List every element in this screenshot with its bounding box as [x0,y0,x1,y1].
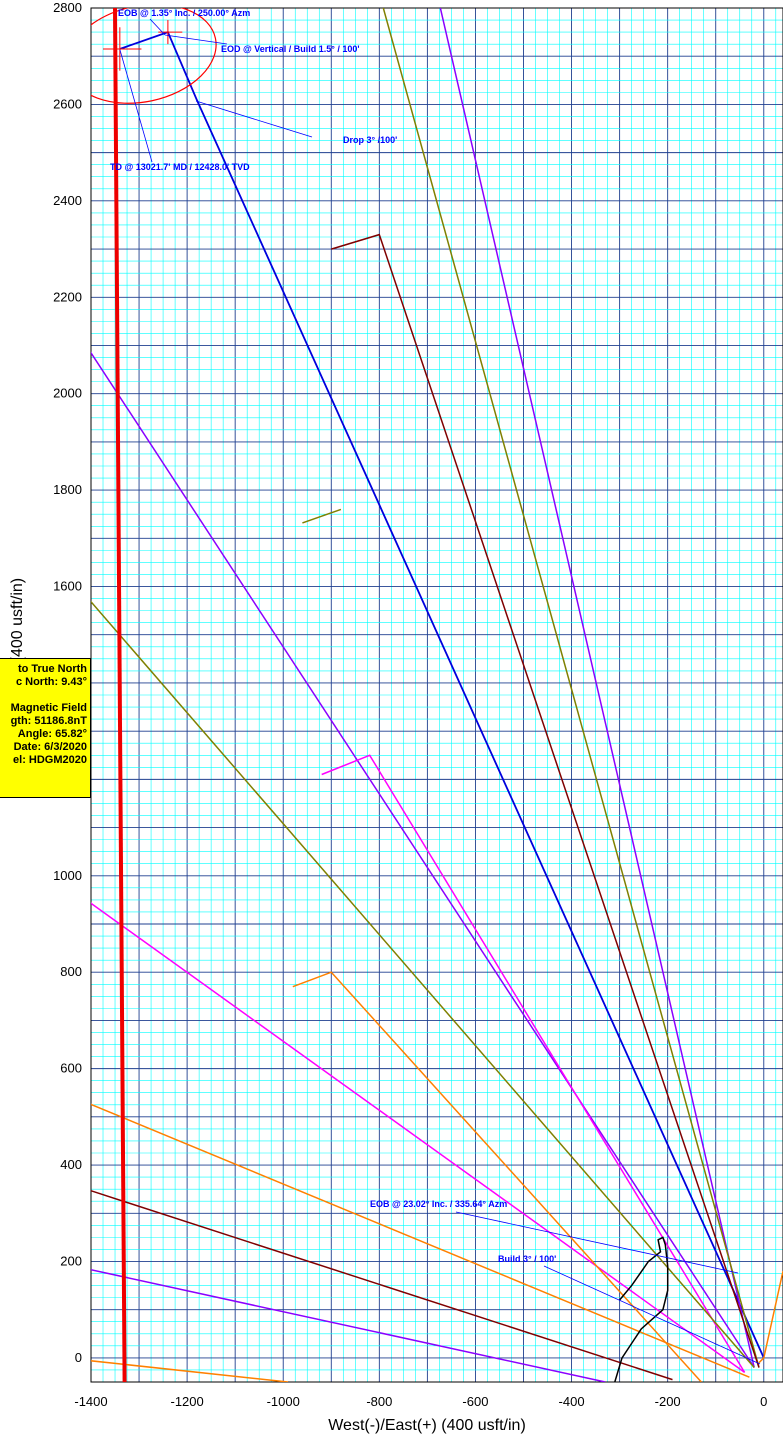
y-tick-labels: 0 200 400 600 800 1000 1600 1800 2000 2200 2400 260… [53,0,82,1365]
y-tick-label: 400 [60,1157,82,1172]
y-tick-label: 600 [60,1061,82,1076]
annotation-leader-0 [149,18,166,36]
series-line-15 [614,1236,669,1382]
y-tick-label: 1000 [53,868,82,883]
series-line-7 [382,8,760,1368]
y-tick-label: 0 [75,1350,82,1365]
magnetic-info-box: to True North c North: 9.43° Magnetic Fi… [0,658,91,798]
y-tick-label: 1800 [53,482,82,497]
target-ellipse [91,8,217,104]
x-tick-label: -1400 [74,1394,107,1409]
x-tick-label: -1000 [267,1394,300,1409]
series-line-16 [113,8,127,1382]
info-line-model: el: HDGM2020 [13,754,87,766]
y-axis-title: ) (400 usft/in) [9,578,26,672]
series-line-0 [119,30,765,1359]
info-line-field-title: Magnetic Field [10,702,87,714]
annotation-leader-2 [195,100,313,138]
x-tick-label: -600 [462,1394,488,1409]
series-layer [91,8,783,1382]
series-line-10 [91,1189,673,1381]
info-line-north-ref: to True North [17,663,87,675]
x-axis-title: West(-)/East(+) (400 usft/in) [328,1417,526,1434]
annotation-label-5: Build 3° / 100' [498,1254,556,1264]
info-line-date: Date: 6/3/2020 [13,741,87,753]
plot-frame [90,7,783,1383]
series-line-14 [758,1270,783,1364]
y-tick-label: 2400 [53,193,82,208]
series-line-8 [302,508,342,524]
annotation-leader-5 [543,1265,761,1365]
y-tick-label: 2800 [53,0,82,15]
x-tick-label: -1200 [170,1394,203,1409]
info-spacer [0,689,87,702]
y-tick-label: 2000 [53,386,82,401]
x-tick-labels: -1400 -1200 -1000 -800 -600 -400 -200 0 [74,1394,767,1409]
series-line-5 [91,902,746,1374]
annotation-label-0: EOB @ 1.35° Inc. / 250.00° Azm [118,8,250,18]
series-line-12 [292,971,702,1382]
annotation-leader-1 [164,34,228,45]
grid [90,7,783,1383]
y-tick-label: 800 [60,964,82,979]
series-line-6 [91,600,755,1368]
annotation-label-3: TD @ 13021.7' MD / 12428.0' TVD [110,162,250,172]
series-line-1 [91,351,755,1368]
annotation-label-4: EOB @ 23.02° Inc. / 335.64° Azm [370,1199,507,1209]
info-line-declination: c North: 9.43° [15,676,87,688]
x-tick-label: -800 [366,1394,392,1409]
annotation-layer: EOB @ 1.35° Inc. / 250.00° Azm EOD @ Vert… [110,8,761,1365]
y-tick-label: 200 [60,1253,82,1268]
annotation-leader-4 [455,1211,739,1274]
y-tick-label: 2200 [53,289,82,304]
series-line-3 [91,1268,606,1382]
info-line-dip-angle: Angle: 65.82° [17,728,87,740]
series-line-13 [91,1360,289,1382]
y-tick-label: 1600 [53,579,82,594]
annotation-label-1: EOD @ Vertical / Build 1.5° / 100' [221,44,360,54]
x-tick-label: -400 [559,1394,585,1409]
info-line-strength: gth: 51186.8nT [10,715,87,727]
y-tick-label: 2600 [53,96,82,111]
x-tick-label: -200 [655,1394,681,1409]
x-tick-label: 0 [760,1394,767,1409]
annotation-label-2: Drop 3° /100' [343,135,397,145]
series-line-2 [439,8,755,1368]
series-line-9 [331,233,760,1368]
series-line-4 [321,754,746,1373]
annotation-leader-3 [119,49,153,163]
